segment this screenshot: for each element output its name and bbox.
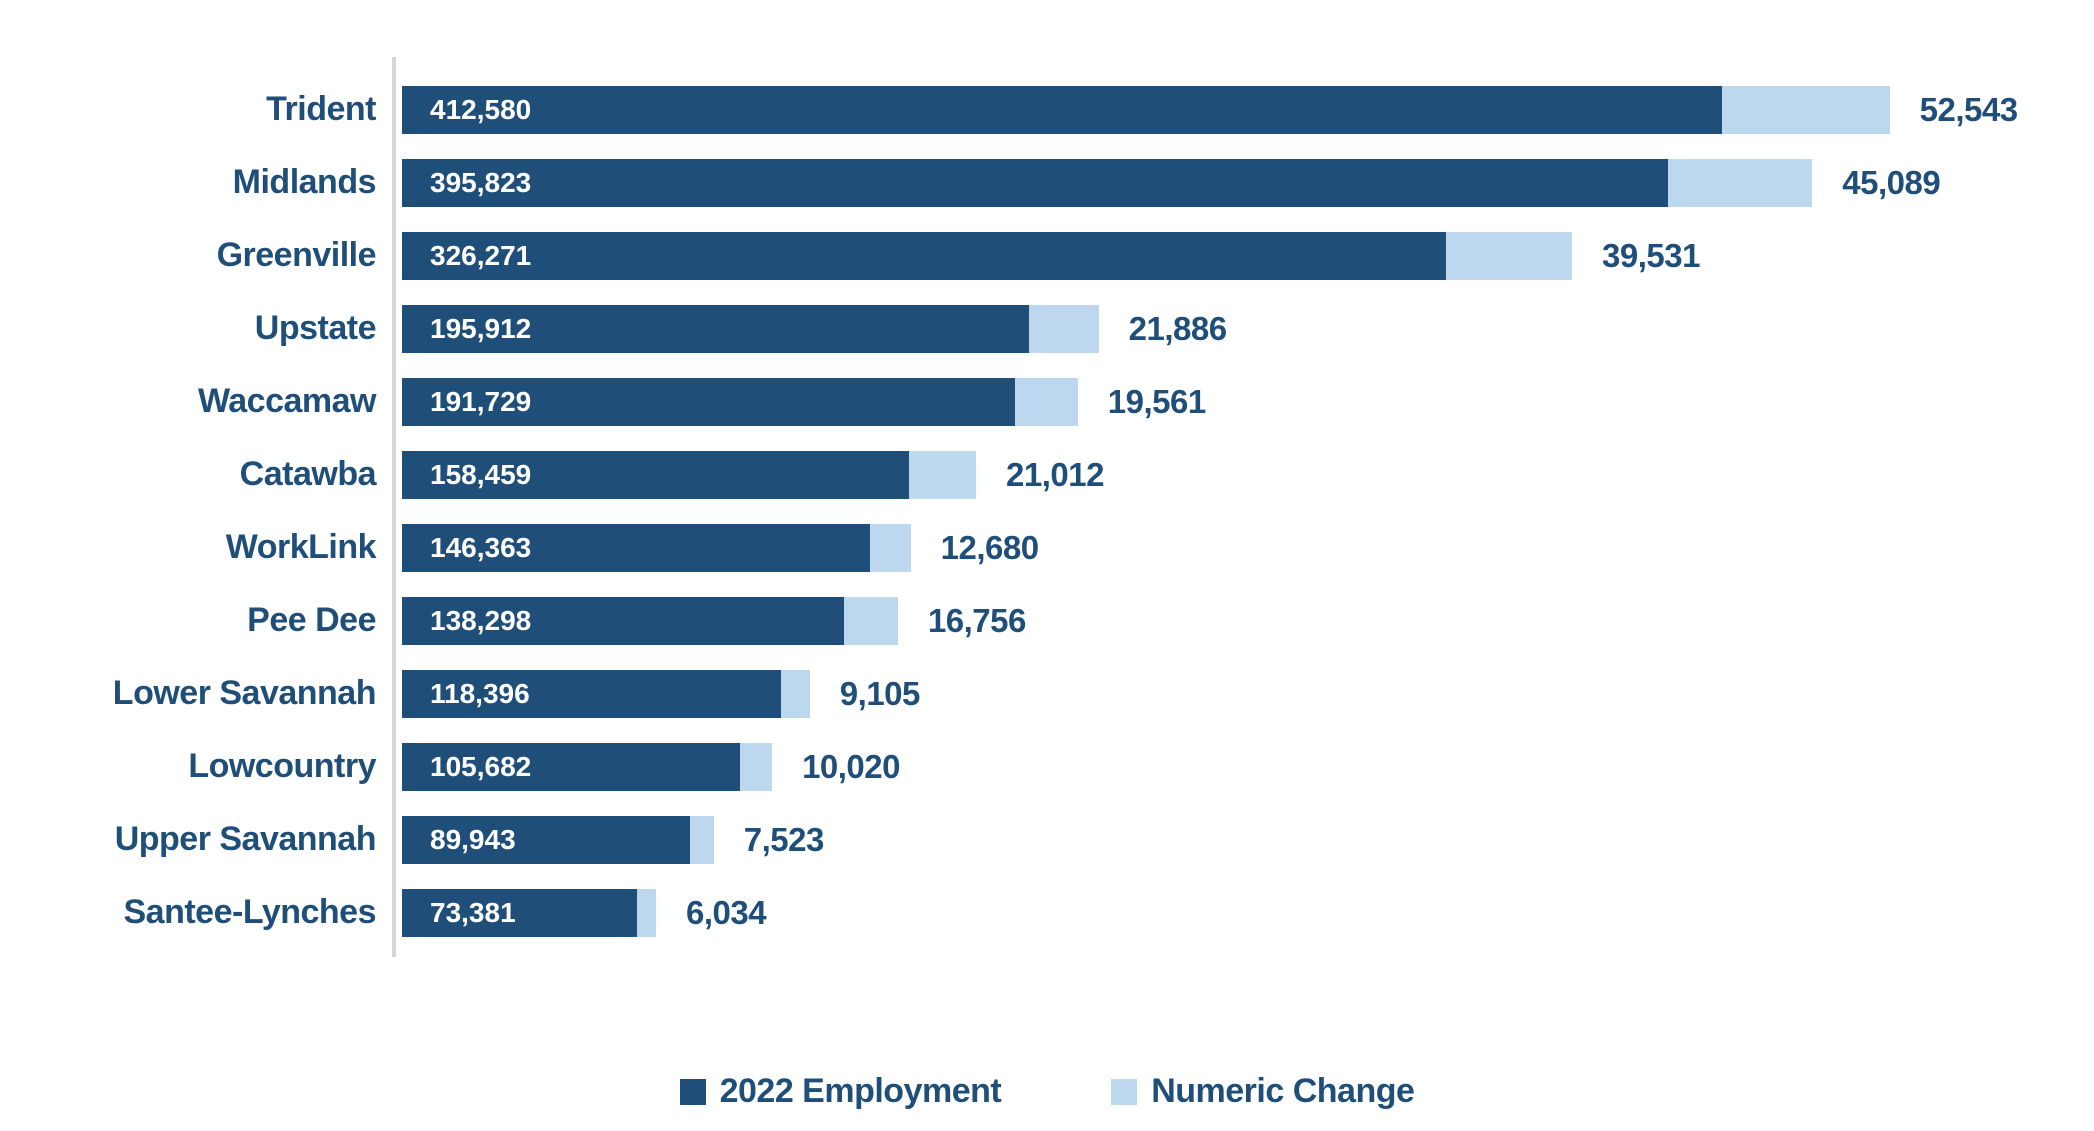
employment-bar: 195,912: [402, 304, 1029, 353]
legend-item-change: Numeric Change: [1111, 1072, 1415, 1111]
change-bar: [636, 888, 656, 937]
change-bar: [1028, 304, 1099, 353]
bar-row: Lowcountry 105,682 10,020: [0, 730, 2094, 803]
legend: 2022 Employment Numeric Change: [0, 1072, 2094, 1111]
category-label: Upper Savannah: [114, 820, 377, 858]
bar-track: 158,459 21,012: [402, 450, 2094, 499]
employment-value-label: 158,459: [430, 458, 532, 490]
bar-track: 105,682 10,020: [402, 742, 2094, 791]
bar-row: Waccamaw 191,729 19,561: [0, 365, 2094, 438]
employment-bar: 158,459: [402, 450, 909, 499]
change-bar: [1721, 85, 1890, 134]
employment-value-label: 395,823: [430, 166, 532, 198]
legend-label-employment: 2022 Employment: [719, 1072, 1002, 1110]
employment-value-label: 89,943: [430, 823, 516, 855]
bar-row: Santee-Lynches 73,381 6,034: [0, 876, 2094, 949]
employment-value-label: 412,580: [430, 93, 532, 125]
bar-track: 395,823 45,089: [402, 158, 2094, 207]
employment-bar: 146,363: [402, 523, 871, 572]
employment-value-label: 326,271: [430, 239, 532, 271]
bar-row: Midlands 395,823 45,089: [0, 146, 2094, 219]
change-bar: [1668, 158, 1813, 207]
change-bar: [780, 669, 810, 718]
employment-bar: 73,381: [402, 888, 637, 937]
bar-row: Catawba 158,459 21,012: [0, 438, 2094, 511]
category-label: WorkLink: [225, 528, 377, 566]
bar-track: 89,943 7,523: [402, 815, 2094, 864]
change-value-label: 21,886: [1128, 309, 1227, 347]
legend-item-employment: 2022 Employment: [679, 1072, 1002, 1111]
bar-row: WorkLink 146,363 12,680: [0, 511, 2094, 584]
employment-bar: 105,682: [402, 742, 741, 791]
y-axis-line: [392, 57, 396, 957]
category-label: Waccamaw: [197, 382, 377, 420]
employment-bar: 395,823: [402, 158, 1669, 207]
employment-value-label: 105,682: [430, 750, 532, 782]
employment-bar: 191,729: [402, 377, 1016, 426]
change-value-label: 10,020: [802, 747, 900, 785]
change-value-label: 19,561: [1107, 382, 1206, 420]
change-value-label: 21,012: [1006, 455, 1104, 493]
bar-row: Upstate 195,912 21,886: [0, 292, 2094, 365]
change-value-label: 52,543: [1919, 90, 2018, 128]
category-label: Lower Savannah: [112, 674, 377, 712]
change-bar: [1445, 231, 1572, 280]
change-bar: [908, 450, 977, 499]
bar-row: Pee Dee 138,298 16,756: [0, 584, 2094, 657]
employment-value-label: 146,363: [430, 531, 532, 563]
bar-track: 118,396 9,105: [402, 669, 2094, 718]
change-bar: [844, 596, 898, 645]
change-value-label: 6,034: [686, 893, 767, 931]
employment-value-label: 118,396: [430, 677, 530, 709]
bar-track: 412,580 52,543: [402, 85, 2094, 134]
category-label: Catawba: [239, 455, 377, 493]
employment-value-label: 138,298: [430, 604, 532, 636]
employment-value-label: 195,912: [430, 312, 532, 344]
change-value-label: 12,680: [940, 528, 1039, 566]
bar-track: 191,729 19,561: [402, 377, 2094, 426]
change-swatch-icon: [1111, 1078, 1138, 1105]
change-bar: [689, 815, 714, 864]
bar-row: Lower Savannah 118,396 9,105: [0, 657, 2094, 730]
employment-value-label: 73,381: [430, 896, 516, 928]
bar-track: 73,381 6,034: [402, 888, 2094, 937]
employment-bar: 138,298: [402, 596, 845, 645]
change-value-label: 45,089: [1842, 163, 1941, 201]
change-value-label: 39,531: [1602, 236, 1700, 274]
employment-swatch-icon: [679, 1078, 706, 1105]
category-label: Santee-Lynches: [123, 893, 377, 931]
change-bar: [1015, 377, 1078, 426]
category-label: Lowcountry: [188, 747, 376, 785]
category-label: Trident: [266, 90, 376, 128]
employment-bar: 89,943: [402, 815, 690, 864]
bar-row: Trident 412,580 52,543: [0, 73, 2094, 146]
bar-track: 146,363 12,680: [402, 523, 2094, 572]
employment-bar: 412,580: [402, 85, 1722, 134]
bar-rows: Trident 412,580 52,543 Midlands 395,823 …: [0, 73, 2094, 949]
employment-bar: 118,396: [402, 669, 781, 718]
category-label: Greenville: [216, 236, 377, 274]
bar-track: 138,298 16,756: [402, 596, 2094, 645]
change-value-label: 9,105: [839, 674, 921, 712]
bar-row: Greenville 326,271 39,531: [0, 219, 2094, 292]
category-label: Upstate: [254, 309, 377, 347]
change-bar: [740, 742, 773, 791]
employment-value-label: 191,729: [430, 385, 532, 417]
change-value-label: 16,756: [927, 601, 1026, 639]
employment-bar: 326,271: [402, 231, 1446, 280]
category-label: Midlands: [232, 163, 377, 201]
bar-row: Upper Savannah 89,943 7,523: [0, 803, 2094, 876]
bar-track: 326,271 39,531: [402, 231, 2094, 280]
change-value-label: 7,523: [743, 820, 825, 858]
bar-track: 195,912 21,886: [402, 304, 2094, 353]
category-label: Pee Dee: [247, 601, 376, 639]
legend-label-change: Numeric Change: [1151, 1072, 1415, 1110]
change-bar: [870, 523, 911, 572]
